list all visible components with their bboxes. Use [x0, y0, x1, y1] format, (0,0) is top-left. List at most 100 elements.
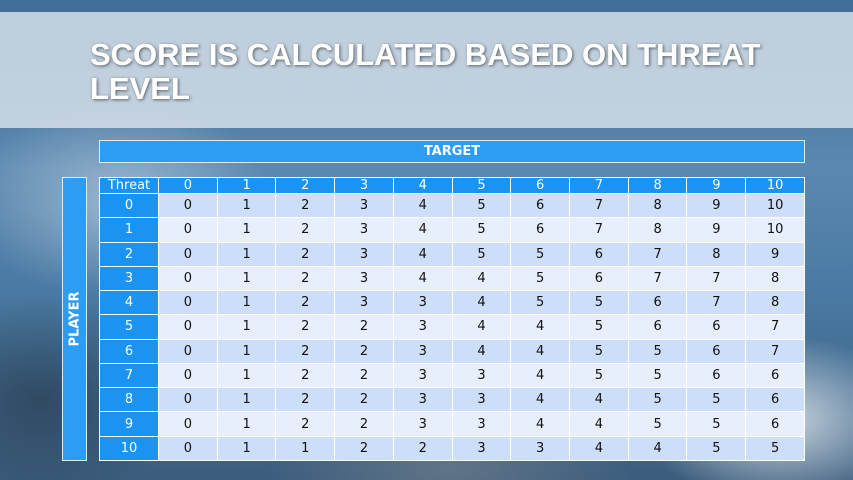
- score-cell: 7: [745, 314, 805, 340]
- score-cell: 4: [627, 435, 688, 462]
- column-header: 1: [216, 177, 277, 194]
- score-cell: 0: [158, 265, 218, 292]
- score-cell: 2: [275, 338, 336, 364]
- score-cell: 3: [392, 411, 453, 437]
- score-cell: 5: [686, 411, 747, 437]
- score-cell: 7: [569, 217, 629, 243]
- column-header: 5: [451, 177, 512, 194]
- score-cell: 7: [569, 192, 629, 219]
- score-cell: 3: [392, 362, 453, 389]
- score-cell: 3: [451, 411, 512, 437]
- row-header: 7: [99, 362, 159, 389]
- score-cell: 2: [334, 362, 394, 389]
- score-cell: 4: [510, 411, 571, 437]
- score-cell: 2: [275, 217, 336, 243]
- score-cell: 7: [745, 338, 805, 364]
- score-cell: 4: [451, 338, 512, 364]
- score-cell: 9: [686, 217, 747, 243]
- score-cell: 2: [334, 411, 394, 437]
- score-cell: 5: [451, 217, 512, 243]
- row-header: 0: [99, 192, 159, 219]
- score-cell: 5: [627, 387, 688, 413]
- score-cell: 5: [686, 435, 747, 462]
- score-cell: 1: [216, 387, 277, 413]
- score-cell: 3: [510, 435, 571, 462]
- score-cell: 4: [451, 265, 512, 292]
- score-cell: 9: [745, 241, 805, 267]
- score-cell: 0: [158, 411, 218, 437]
- score-cell: 3: [451, 435, 512, 462]
- score-cell: 1: [216, 338, 277, 364]
- score-cell: 5: [745, 435, 805, 462]
- column-header: 10: [745, 177, 805, 194]
- row-header: 1: [99, 217, 159, 243]
- score-cell: 5: [627, 362, 688, 389]
- score-cell: 0: [158, 362, 218, 389]
- score-cell: 3: [392, 314, 453, 340]
- score-cell: 5: [569, 314, 629, 340]
- title-band: [0, 12, 853, 128]
- score-cell: 2: [275, 265, 336, 292]
- header-row: Threat 0 1 2 3 4 5 6 7 8 9 10: [99, 177, 805, 194]
- score-cell: 6: [569, 265, 629, 292]
- table-row: 0 0 1 2 3 4 5 6 7 8 9 10: [99, 192, 805, 219]
- score-cell: 2: [275, 241, 336, 267]
- score-cell: 3: [392, 338, 453, 364]
- score-cell: 6: [745, 362, 805, 389]
- score-cell: 1: [216, 314, 277, 340]
- score-table: Threat 0 1 2 3 4 5 6 7 8 9 10 0 0 1 2 3 4 5 6 7 8 9 10 1 0 1 2 3 4 5 6…: [99, 177, 805, 462]
- score-cell: 5: [451, 241, 512, 267]
- score-cell: 3: [334, 217, 394, 243]
- column-header: 9: [686, 177, 747, 194]
- score-cell: 6: [569, 241, 629, 267]
- score-cell: 6: [745, 387, 805, 413]
- score-cell: 4: [569, 435, 629, 462]
- row-header: 9: [99, 411, 159, 437]
- score-cell: 5: [627, 338, 688, 364]
- score-cell: 4: [510, 362, 571, 389]
- score-cell: 4: [392, 241, 453, 267]
- score-cell: 3: [451, 387, 512, 413]
- score-cell: 2: [275, 387, 336, 413]
- score-cell: 4: [569, 387, 629, 413]
- score-cell: 6: [510, 192, 571, 219]
- score-cell: 2: [334, 314, 394, 340]
- score-cell: 0: [158, 387, 218, 413]
- score-cell: 3: [392, 290, 453, 316]
- score-cell: 8: [627, 192, 688, 219]
- score-cell: 6: [627, 290, 688, 316]
- score-cell: 3: [334, 265, 394, 292]
- score-cell: 5: [510, 265, 571, 292]
- row-header: 8: [99, 387, 159, 413]
- score-cell: 2: [275, 411, 336, 437]
- score-cell: 4: [451, 314, 512, 340]
- row-header: 10: [99, 435, 159, 462]
- score-cell: 2: [392, 435, 453, 462]
- score-cell: 2: [334, 435, 394, 462]
- score-cell: 0: [158, 217, 218, 243]
- score-cell: 2: [275, 362, 336, 389]
- score-cell: 8: [745, 290, 805, 316]
- score-cell: 6: [510, 217, 571, 243]
- score-cell: 0: [158, 435, 218, 462]
- score-cell: 5: [627, 411, 688, 437]
- score-cell: 1: [216, 362, 277, 389]
- score-cell: 0: [158, 290, 218, 316]
- column-header: 4: [392, 177, 453, 194]
- column-header: 0: [158, 177, 218, 194]
- score-cell: 10: [745, 217, 805, 243]
- score-cell: 0: [158, 192, 218, 219]
- target-header: TARGET: [99, 140, 805, 163]
- table-row: 10 0 1 1 2 2 3 3 4 4 5 5: [99, 435, 805, 462]
- score-cell: 4: [510, 387, 571, 413]
- score-cell: 5: [569, 338, 629, 364]
- player-label: PLAYER: [67, 291, 82, 347]
- score-cell: 1: [216, 435, 277, 462]
- score-cell: 5: [686, 387, 747, 413]
- score-cell: 2: [275, 290, 336, 316]
